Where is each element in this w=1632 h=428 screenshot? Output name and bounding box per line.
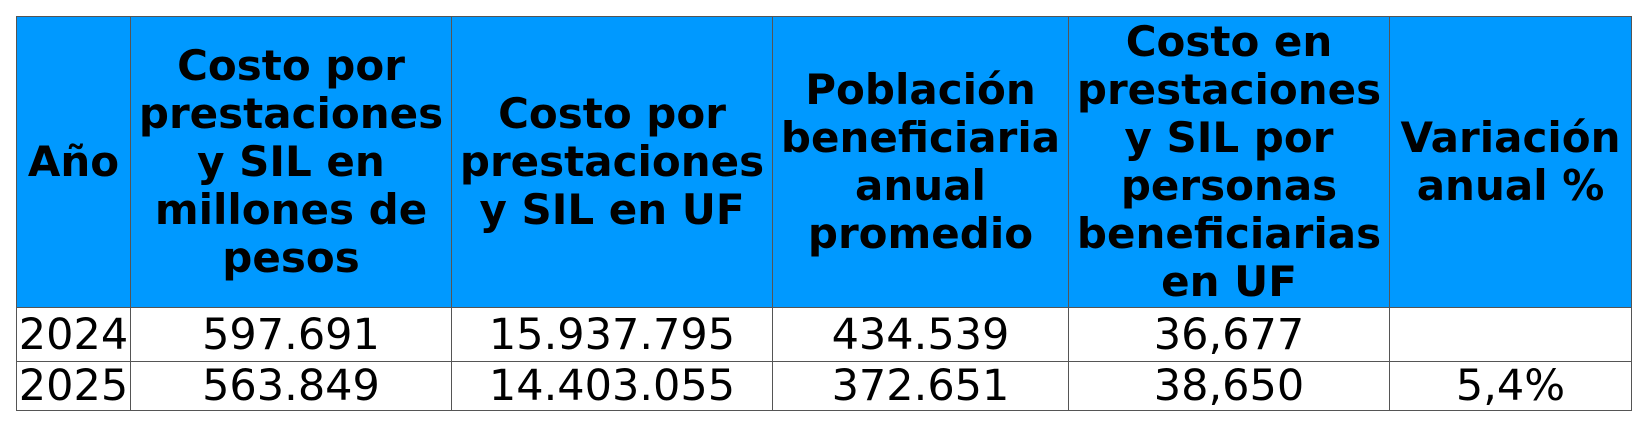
table-row: 2024 597.691 15.937.795 434.539 36,677: [16, 307, 1632, 362]
cell-cost-millions-pesos: 563.849: [130, 361, 452, 411]
cell-cost-uf: 15.937.795: [451, 307, 773, 362]
cell-beneficiary-population: 372.651: [772, 361, 1069, 411]
header-beneficiary-population: Población beneficiaria anual promedio: [772, 16, 1069, 308]
cell-year: 2025: [16, 361, 131, 411]
header-year: Año: [16, 16, 131, 308]
cost-table: Año Costo por prestaciones y SIL en mill…: [16, 16, 1632, 411]
header-annual-variation: Variación anual %: [1389, 16, 1632, 308]
table-row: 2025 563.849 14.403.055 372.651 38,650 5…: [16, 361, 1632, 411]
cell-cost-per-beneficiary-uf: 36,677: [1068, 307, 1390, 362]
cell-annual-variation: [1389, 307, 1632, 362]
cell-annual-variation: 5,4%: [1389, 361, 1632, 411]
cell-year: 2024: [16, 307, 131, 362]
header-cost-uf: Costo por prestaciones y SIL en UF: [451, 16, 773, 308]
table-header-row: Año Costo por prestaciones y SIL en mill…: [16, 16, 1632, 308]
cell-cost-uf: 14.403.055: [451, 361, 773, 411]
cell-cost-millions-pesos: 597.691: [130, 307, 452, 362]
header-cost-millions-pesos: Costo por prestaciones y SIL en millones…: [130, 16, 452, 308]
cell-beneficiary-population: 434.539: [772, 307, 1069, 362]
header-cost-per-beneficiary-uf: Costo en prestaciones y SIL por personas…: [1068, 16, 1390, 308]
cell-cost-per-beneficiary-uf: 38,650: [1068, 361, 1390, 411]
